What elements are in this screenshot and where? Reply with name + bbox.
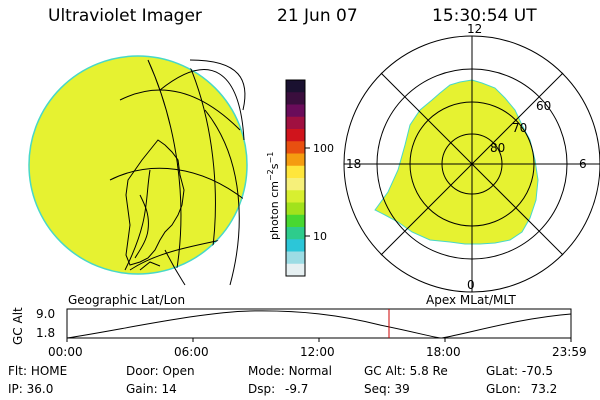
colorbar-frame — [285, 79, 306, 277]
image-date: 21 Jun 07 — [277, 6, 358, 26]
gcalt-label: GC Alt: — [364, 364, 406, 378]
colorbar-segment — [286, 239, 305, 252]
lon-line — [147, 59, 182, 275]
status-gcalt: GC Alt: 5.8 Re — [364, 364, 448, 378]
lat-line — [119, 89, 241, 131]
colorbar-tick-label-high: 100 — [313, 142, 334, 155]
glon-value: 73.2 — [530, 382, 558, 396]
colorbar-tick-label-low: 10 — [313, 230, 327, 243]
status-flt: Flt: HOME — [8, 364, 67, 378]
orbit-arc — [204, 109, 240, 286]
colorbar-segment — [286, 116, 305, 130]
colorbar-segment — [286, 202, 305, 216]
mlat-label-60: 60 — [536, 99, 551, 113]
lat-line — [124, 169, 151, 271]
gain-label: Gain: — [126, 382, 158, 396]
apex-polar-panel: 12 18 6 0 60 70 80 — [343, 22, 600, 293]
auroral-oval-fill — [374, 79, 539, 245]
altitude-plot-frame — [66, 308, 572, 339]
mode-label: Mode: — [248, 364, 285, 378]
gcalt-value: 5.8 Re — [409, 364, 448, 378]
colorbar-segment — [286, 92, 305, 105]
status-mode: Mode: Normal — [248, 364, 332, 378]
mlt-label-12: 12 — [467, 22, 482, 36]
mode-value: Normal — [288, 364, 332, 378]
colorbar-segment — [286, 214, 305, 228]
colorbar-unit-label: photon cm−2s−1 — [266, 152, 281, 240]
ip-value: 36.0 — [26, 382, 54, 396]
gain-value: 14 — [161, 382, 177, 396]
door-value: Open — [162, 364, 195, 378]
ip-label: IP: — [8, 382, 23, 396]
altitude-ytick-high: 9.0 — [36, 307, 56, 321]
x-tick-label-1: 06:00 — [174, 345, 209, 359]
mlt-label-6: 6 — [579, 157, 587, 171]
status-ip: IP: 36.0 — [8, 382, 53, 396]
colorbar-segment — [286, 129, 305, 142]
door-label: Door: — [126, 364, 159, 378]
status-dsp: Dsp: -9.7 — [248, 382, 308, 396]
dsp-value: -9.7 — [284, 382, 309, 396]
altitude-ylabel: GC Alt — [11, 307, 25, 345]
colorbar-segment — [286, 178, 305, 191]
status-glon: GLon: 73.2 — [486, 382, 557, 396]
coast-line — [134, 194, 149, 259]
glon-label: GLon: — [486, 382, 521, 396]
orbit-arc — [159, 69, 245, 141]
x-tick-label-4: 23:59 — [552, 345, 587, 359]
coast-line — [125, 139, 185, 266]
orbit-arc — [164, 249, 186, 286]
geographic-disk-panel — [28, 55, 248, 286]
colorbar-segment — [286, 165, 305, 179]
colorbar-segment — [286, 263, 305, 277]
colorbar-segment — [286, 251, 305, 265]
status-seq: Seq: 39 — [364, 382, 410, 396]
orbit-arc — [189, 59, 246, 111]
glat-value: -70.5 — [521, 364, 553, 378]
mlt-diagonal — [380, 72, 564, 256]
seq-value: 39 — [394, 382, 410, 396]
flt-label: Flt: — [8, 364, 27, 378]
altitude-curve — [66, 310, 572, 339]
seq-label: Seq: — [364, 382, 391, 396]
left-panel-caption: Geographic Lat/Lon — [68, 293, 186, 307]
mlat-label-80: 80 — [490, 141, 505, 155]
status-gain: Gain: 14 — [126, 382, 177, 396]
altitude-ytick-low: 1.8 — [36, 326, 56, 340]
status-glat: GLat: -70.5 — [486, 364, 553, 378]
mlt-label-18: 18 — [346, 157, 361, 171]
status-door: Door: Open — [126, 364, 195, 378]
dsp-label: Dsp: — [248, 382, 276, 396]
colorbar-segment — [286, 153, 305, 167]
colorbar-segment — [286, 104, 305, 118]
colorbar-segment — [286, 227, 305, 240]
instrument-title: Ultraviolet Imager — [48, 6, 202, 26]
mlat-label-70: 70 — [512, 121, 527, 135]
colorbar-segment — [286, 190, 305, 203]
altitude-plot: GC Alt — [11, 307, 572, 345]
image-time: 15:30:54 UT — [432, 6, 537, 26]
lat-line — [109, 167, 246, 201]
colorbar-segment — [286, 141, 305, 154]
right-panel-caption: Apex MLat/MLT — [426, 293, 516, 307]
mlt-label-0: 0 — [467, 278, 475, 292]
coast-line — [139, 261, 161, 271]
glat-label: GLat: — [486, 364, 519, 378]
x-tick-label-2: 12:00 — [300, 345, 335, 359]
flt-value: HOME — [30, 364, 68, 378]
intensity-colorbar — [286, 80, 305, 277]
colorbar-segment — [286, 80, 305, 93]
x-tick-label-0: 00:00 — [48, 345, 83, 359]
x-tick-label-3: 18:00 — [426, 345, 461, 359]
